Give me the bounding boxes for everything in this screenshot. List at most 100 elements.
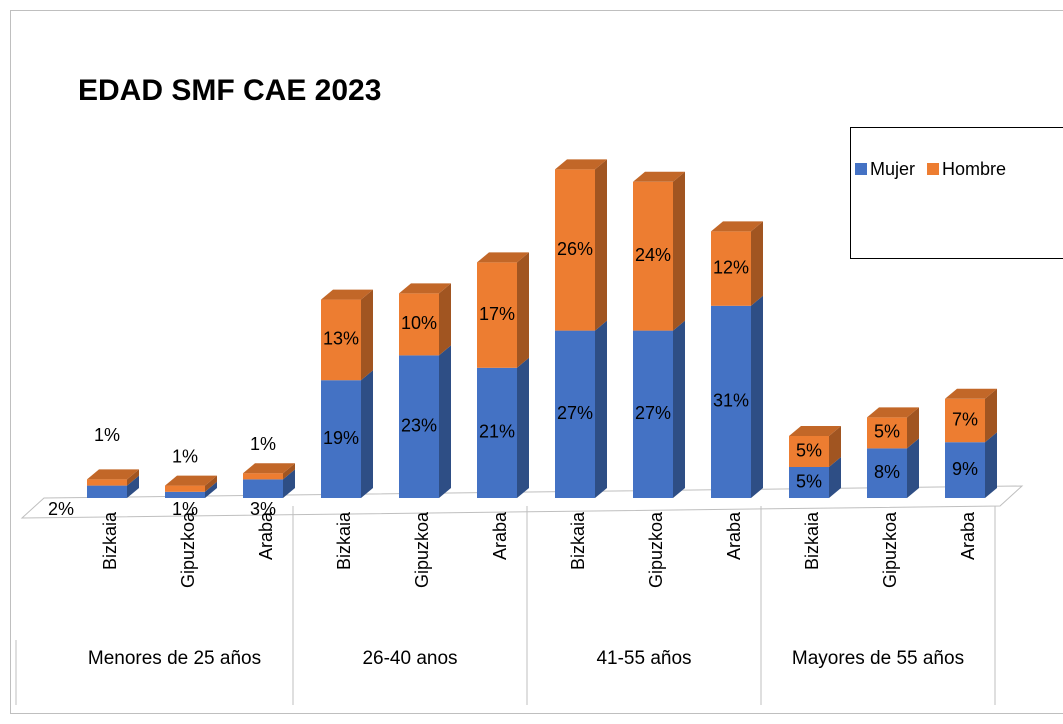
data-label: 12% [713, 257, 749, 277]
legend-label: Hombre [942, 159, 1006, 179]
data-label: 24% [635, 245, 671, 265]
bar-front [243, 479, 283, 498]
bar-front [555, 330, 595, 498]
bar-side [829, 457, 841, 498]
bar-front [165, 491, 205, 498]
data-label: 8% [874, 462, 900, 482]
data-label: 7% [952, 409, 978, 429]
data-label: 17% [479, 304, 515, 324]
legend-box [850, 127, 1063, 259]
bar-front [87, 485, 127, 498]
data-label: 27% [557, 403, 593, 423]
bar-front [477, 367, 517, 498]
bar-front [789, 436, 829, 467]
bar-side [595, 320, 607, 498]
bar-top [399, 283, 451, 294]
data-label: 19% [323, 428, 359, 448]
bar-top [477, 252, 529, 263]
x-tick-label: Gipuzkoa [646, 511, 666, 588]
data-label: 2% [48, 499, 74, 519]
bar-front [399, 355, 439, 498]
bar-side [205, 475, 217, 492]
data-label: 1% [172, 499, 198, 519]
bar-side [439, 283, 451, 356]
bar-top [633, 171, 685, 182]
bar-top [945, 388, 997, 399]
bar-top [321, 289, 373, 300]
bar-side [907, 438, 919, 498]
x-tick-label: Bizkaia [568, 511, 588, 570]
bar-side [361, 289, 373, 381]
bar-side [907, 407, 919, 449]
data-label: 10% [401, 313, 437, 333]
bar-front [321, 299, 361, 381]
bar-front [555, 169, 595, 331]
data-label: 27% [635, 403, 671, 423]
bar-front [477, 262, 517, 368]
data-label: 31% [713, 391, 749, 411]
x-tick-label: Gipuzkoa [880, 511, 900, 588]
bar-side [361, 370, 373, 498]
bar-front [321, 380, 361, 498]
bar-front [789, 467, 829, 498]
bar-front [165, 485, 205, 492]
bar-front [399, 293, 439, 356]
x-tick-label: Araba [256, 511, 276, 560]
bar-side [751, 221, 763, 306]
bar-side [127, 475, 139, 498]
bar-side [283, 463, 295, 480]
x-tick-label: Gipuzkoa [412, 511, 432, 588]
floor [20, 485, 1024, 519]
x-tick-label: Bizkaia [802, 511, 822, 570]
bar-front [87, 479, 127, 486]
data-label: 3% [250, 499, 276, 519]
bar-top [165, 475, 217, 486]
data-label: 26% [557, 239, 593, 259]
data-label: 1% [94, 425, 120, 445]
data-label: 23% [401, 415, 437, 435]
data-label: 21% [479, 422, 515, 442]
group-label: 41-55 años [596, 648, 692, 669]
x-tick-label: Bizkaia [334, 511, 354, 570]
group-label: 26-40 anos [362, 648, 458, 669]
bar-front [633, 181, 673, 331]
legend-swatch [855, 163, 867, 175]
bar-front [633, 330, 673, 498]
legend-swatch [927, 163, 940, 175]
bar-side [283, 469, 295, 498]
bar-side [829, 426, 841, 467]
bar-side [751, 295, 763, 498]
bar-side [985, 388, 997, 443]
group-label: Menores de 25 años [87, 648, 262, 669]
bar-front [867, 448, 907, 498]
bar-side [595, 159, 607, 331]
bar-front [243, 473, 283, 480]
bar-side [673, 320, 685, 498]
chart-frame [10, 10, 1063, 714]
data-label: 1% [250, 434, 276, 454]
bar-side [517, 357, 529, 498]
bar-top [87, 469, 139, 480]
bar-front [945, 398, 985, 443]
data-label: 13% [323, 329, 359, 349]
bar-side [439, 345, 451, 498]
bar-front [711, 231, 751, 306]
data-label: 9% [952, 459, 978, 479]
bar-front [945, 442, 985, 498]
bar-top [711, 221, 763, 232]
x-tick-label: Bizkaia [100, 511, 120, 570]
bar-side [985, 432, 997, 498]
data-label: 1% [172, 446, 198, 466]
bar-top [789, 426, 841, 436]
data-label: 5% [874, 422, 900, 442]
bar-side [517, 252, 529, 368]
bar-top [243, 463, 295, 474]
bar-side [127, 469, 139, 486]
bar-front [867, 417, 907, 449]
data-label: 5% [796, 440, 822, 460]
data-label: 5% [796, 471, 822, 491]
bar-side [205, 481, 217, 498]
x-tick-label: Araba [958, 511, 978, 560]
